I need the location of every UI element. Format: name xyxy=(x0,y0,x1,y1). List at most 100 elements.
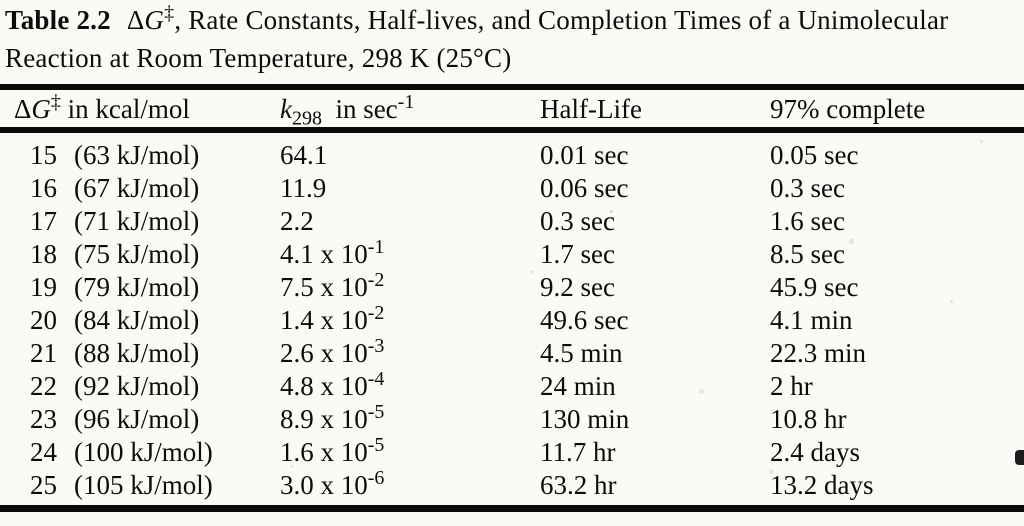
k-exponent: -2 xyxy=(367,302,385,324)
half-life-value: 9.2 sec xyxy=(540,272,615,302)
column-header-half-life: Half-Life xyxy=(540,94,642,124)
cell-delta-g: 24 (100 kJ/mol) xyxy=(0,436,280,469)
complete-value: 0.05 sec xyxy=(770,140,859,170)
k-value: 3.0 x 10 xyxy=(280,470,368,500)
table-row: 17 (71 kJ/mol) 2.2 0.3 sec 1.6 sec xyxy=(0,205,1024,238)
table-row: 25 (105 kJ/mol) 3.0 x 10-6 63.2 hr 13.2 d… xyxy=(0,467,1024,502)
table-top-rule xyxy=(0,84,1024,90)
cell-rate-constant: 8.9 x 10-5 xyxy=(280,401,540,436)
g-symbol: G xyxy=(31,94,51,124)
delta-symbol: Δ xyxy=(126,5,145,35)
cell-rate-constant: 1.6 x 10-5 xyxy=(280,434,540,469)
table-body: 15 (63 kJ/mol) 64.1 0.01 sec 0.05 sec 16 (… xyxy=(0,139,1024,502)
cell-delta-g: 16 (67 kJ/mol) xyxy=(0,172,280,205)
cell-delta-g: 19 (79 kJ/mol) xyxy=(0,271,280,304)
complete-value: 10.8 hr xyxy=(770,404,847,434)
cell-delta-g: 20 (84 kJ/mol) xyxy=(0,304,280,337)
half-life-value: 0.3 sec xyxy=(540,206,615,236)
delta-symbol: Δ xyxy=(14,94,32,124)
k-symbol: k xyxy=(280,94,292,124)
half-life-value: 63.2 hr xyxy=(540,470,617,500)
kj-value: (71 kJ/mol) xyxy=(74,206,200,236)
kj-value: (100 kJ/mol) xyxy=(74,437,213,467)
complete-value: 0.3 sec xyxy=(770,173,845,203)
cell-rate-constant: 2.6 x 10-3 xyxy=(280,335,540,370)
cell-rate-constant: 7.5 x 10-2 xyxy=(280,269,540,304)
dg-value: 18 xyxy=(30,239,57,269)
cell-rate-constant: 1.4 x 10-2 xyxy=(280,302,540,337)
dg-value: 17 xyxy=(30,206,57,236)
complete-value: 2 hr xyxy=(770,371,813,401)
k-value: 4.8 x 10 xyxy=(280,371,368,401)
half-life-value: 11.7 hr xyxy=(540,437,616,467)
kj-value: (75 kJ/mol) xyxy=(74,239,200,269)
half-life-value: 0.06 sec xyxy=(540,173,629,203)
kj-value: (88 kJ/mol) xyxy=(74,338,200,368)
k-value: 1.4 x 10 xyxy=(280,305,368,335)
caption-line2-text: Reaction at Room Temperature, 298 K (25°… xyxy=(5,43,512,73)
dg-value: 20 xyxy=(30,305,57,335)
kj-value: (84 kJ/mol) xyxy=(74,305,200,335)
kj-value: (92 kJ/mol) xyxy=(74,371,200,401)
rate-units-exponent: -1 xyxy=(397,91,415,113)
kj-value: (67 kJ/mol) xyxy=(74,173,200,203)
cell-rate-constant: 2.2 xyxy=(280,205,540,238)
table-number-label: Table 2.2 xyxy=(5,5,111,35)
half-life-value: 49.6 sec xyxy=(540,305,629,335)
dg-value: 16 xyxy=(30,173,57,203)
table-row: 21 (88 kJ/mol) 2.6 x 10-3 4.5 min 22.3 mi… xyxy=(0,335,1024,370)
kj-value: (63 kJ/mol) xyxy=(74,140,200,170)
k-value: 64.1 xyxy=(280,140,328,170)
scan-noise-speckles xyxy=(610,210,613,213)
complete-value: 2.4 days xyxy=(770,437,860,467)
complete-value: 13.2 days xyxy=(770,470,874,500)
k-value: 4.1 x 10 xyxy=(280,239,368,269)
double-dagger-symbol: ‡ xyxy=(164,2,175,24)
complete-value: 1.6 sec xyxy=(770,206,845,236)
complete-value: 45.9 sec xyxy=(770,272,859,302)
cell-rate-constant: 11.9 xyxy=(280,172,540,205)
k-exponent: -3 xyxy=(367,335,385,357)
dg-value: 22 xyxy=(30,371,57,401)
table-row: 24 (100 kJ/mol) 1.6 x 10-5 11.7 hr 2.4 da… xyxy=(0,434,1024,469)
cell-delta-g: 18 (75 kJ/mol) xyxy=(0,238,280,271)
cell-delta-g: 15 (63 kJ/mol) xyxy=(0,139,280,172)
k-exponent: -1 xyxy=(367,236,385,258)
table-row: 15 (63 kJ/mol) 64.1 0.01 sec 0.05 sec xyxy=(0,139,1024,172)
cell-rate-constant: 4.8 x 10-4 xyxy=(280,369,540,403)
half-life-value: 130 min xyxy=(540,404,630,434)
complete-value: 8.5 sec xyxy=(770,239,845,269)
complete-value: 22.3 min xyxy=(770,338,867,368)
cell-rate-constant: 64.1 xyxy=(280,139,540,172)
kj-value: (105 kJ/mol) xyxy=(74,470,213,500)
table-header-row: ΔG‡ in kcal/mol k298 in sec-1 Half-Life … xyxy=(0,91,1024,130)
k-value: 8.9 x 10 xyxy=(280,404,368,434)
table-row: 22 (92 kJ/mol) 4.8 x 10-4 24 min 2 hr xyxy=(0,369,1024,403)
cell-rate-constant: 4.1 x 10-1 xyxy=(280,236,540,271)
column-header-97-complete: 97% complete xyxy=(770,94,926,124)
column-header-delta-g: ΔG‡ in kcal/mol xyxy=(0,92,280,126)
cell-delta-g: 17 (71 kJ/mol) xyxy=(0,205,280,238)
header-divider-rule xyxy=(0,127,1024,133)
table-row: 16 (67 kJ/mol) 11.9 0.06 sec 0.3 sec xyxy=(0,172,1024,205)
table-bottom-rule xyxy=(0,505,1024,512)
k-value: 2.6 x 10 xyxy=(280,338,368,368)
cell-delta-g: 21 (88 kJ/mol) xyxy=(0,337,280,370)
k-exponent: -5 xyxy=(367,401,385,423)
dg-value: 23 xyxy=(30,404,57,434)
table-row: 20 (84 kJ/mol) 1.4 x 10-2 49.6 sec 4.1 mi… xyxy=(0,302,1024,337)
k-value: 11.9 xyxy=(280,173,327,203)
k-subscript-298: 298 xyxy=(291,107,322,130)
table-row: 23 (96 kJ/mol) 8.9 x 10-5 130 min 10.8 hr xyxy=(0,401,1024,436)
k-exponent: -6 xyxy=(367,467,385,489)
k-exponent: -2 xyxy=(367,269,385,291)
k-exponent: -5 xyxy=(367,434,385,456)
dg-value: 21 xyxy=(30,338,57,368)
cell-delta-g: 25 (105 kJ/mol) xyxy=(0,469,280,502)
k-value: 2.2 xyxy=(280,206,314,236)
half-life-value: 1.7 sec xyxy=(540,239,615,269)
table-row: 19 (79 kJ/mol) 7.5 x 10-2 9.2 sec 45.9 se… xyxy=(0,269,1024,304)
kj-value: (96 kJ/mol) xyxy=(74,404,200,434)
complete-value: 4.1 min xyxy=(770,305,853,335)
